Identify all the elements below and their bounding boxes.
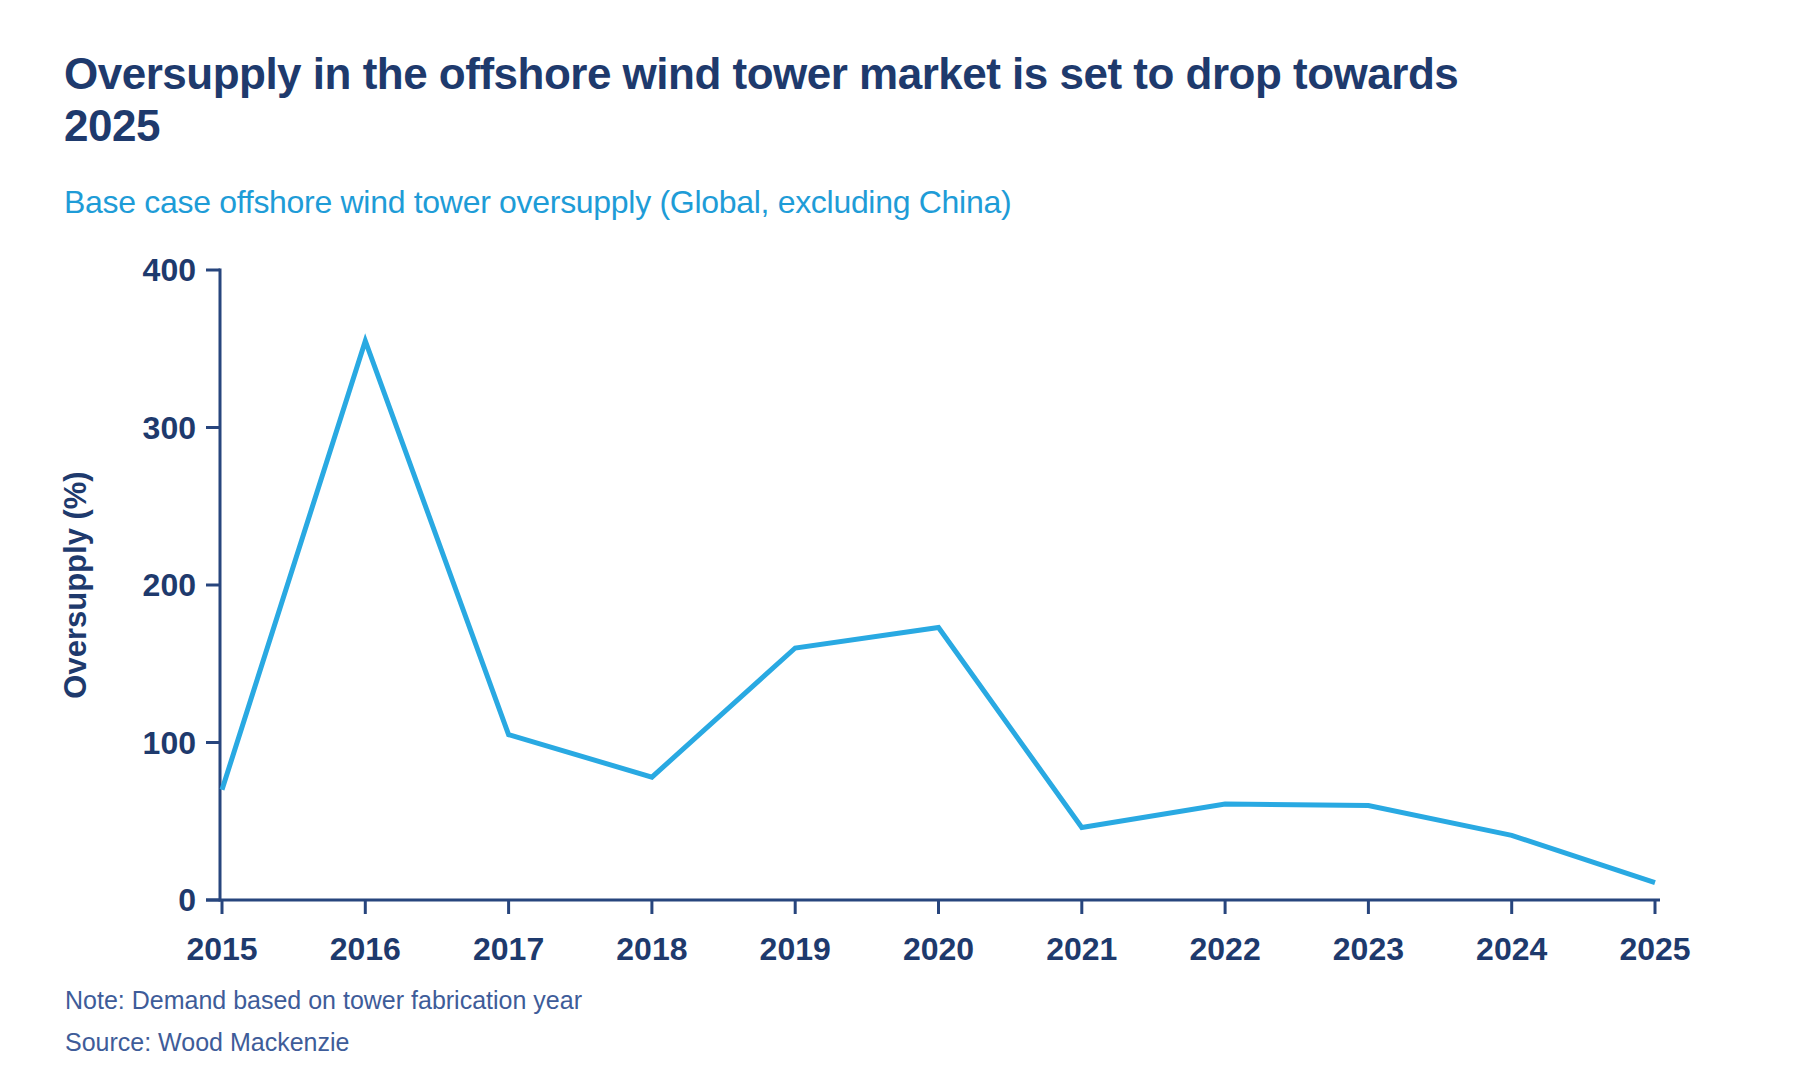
y-tick-label: 100 — [143, 725, 196, 761]
y-tick-label: 0 — [178, 882, 196, 918]
chart-source: Source: Wood Mackenzie — [65, 1028, 349, 1057]
x-tick-label: 2016 — [330, 931, 401, 967]
chart-page: Oversupply in the offshore wind tower ma… — [0, 0, 1800, 1080]
x-tick-label: 2017 — [473, 931, 544, 967]
y-tick-label: 200 — [143, 567, 196, 603]
chart-note: Note: Demand based on tower fabrication … — [65, 986, 582, 1015]
y-tick-label: 300 — [143, 410, 196, 446]
x-tick-label: 2018 — [616, 931, 687, 967]
x-tick-label: 2019 — [760, 931, 831, 967]
x-tick-label: 2024 — [1476, 931, 1547, 967]
y-axis-title: Oversupply (%) — [58, 471, 93, 698]
x-tick-label: 2023 — [1333, 931, 1404, 967]
x-tick-label: 2020 — [903, 931, 974, 967]
y-tick-label: 400 — [143, 252, 196, 288]
x-tick-label: 2025 — [1619, 931, 1690, 967]
oversupply-line-chart: 0 100 200 300 400 2015 2016 2017 2018 2019 2020 202… — [0, 0, 1800, 1080]
x-tick-label: 2022 — [1190, 931, 1261, 967]
x-tick-label: 2021 — [1046, 931, 1117, 967]
x-tick-label: 2015 — [186, 931, 257, 967]
oversupply-data-line — [222, 341, 1655, 883]
